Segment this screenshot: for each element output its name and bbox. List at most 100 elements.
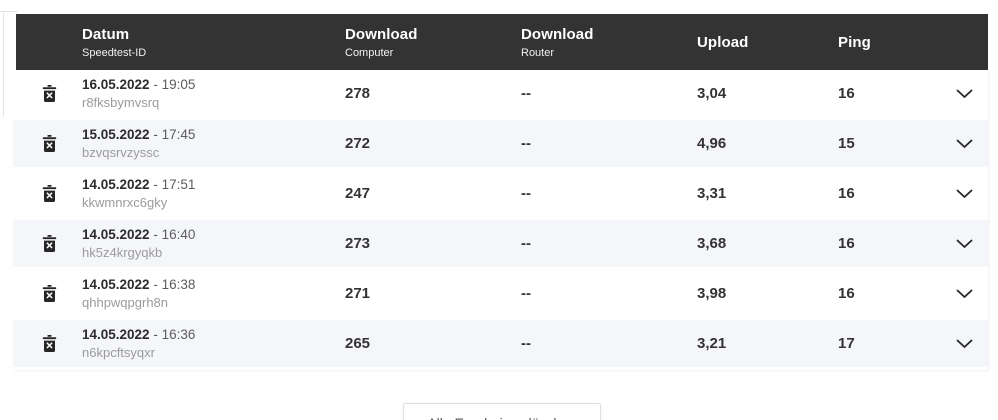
column-header-upload: Upload [697, 14, 838, 70]
expand-row-button[interactable] [956, 89, 973, 99]
cell-datum: 14.05.2022 - 17:51 kkwmnrxc6gky [82, 177, 345, 210]
cell-expand [943, 289, 988, 299]
column-label: Download [521, 25, 594, 43]
delete-all-results-button[interactable]: Alle Ergebnisse löschen [403, 403, 601, 420]
chevron-down-icon [956, 87, 973, 102]
delete-entry-button[interactable] [42, 134, 57, 153]
delete-entry-button[interactable] [42, 184, 57, 206]
cell-delete [13, 234, 82, 253]
table-row: 16.05.2022 - 19:05 r8fksbymvsrq 278 -- 3… [13, 70, 988, 120]
cell-ping: 16 [838, 285, 855, 302]
trash-x-icon [42, 284, 57, 306]
speedtest-id-text: qhhpwqpgrh8n [82, 295, 169, 310]
time-text: 17:45 [161, 127, 196, 142]
column-header-datum: Datum Speedtest-ID [82, 14, 345, 70]
expand-row-button[interactable] [956, 139, 973, 149]
cell-delete [13, 134, 82, 153]
chevron-down-icon [956, 287, 973, 302]
date-time-separator: - [149, 277, 162, 292]
cell-delete [13, 334, 82, 356]
cell-datum: 14.05.2022 - 16:40 hk5z4krgyqkb [82, 227, 345, 260]
page-edge-line-horizontal [0, 11, 18, 12]
cell-download-router: -- [521, 85, 531, 102]
delete-entry-button[interactable] [42, 284, 57, 306]
expand-row-button[interactable] [956, 189, 973, 199]
date-text: 15.05.2022 [82, 127, 150, 142]
cell-download-router: -- [521, 235, 531, 252]
column-header-ping: Ping [838, 14, 943, 70]
cell-download-router: -- [521, 185, 531, 202]
cell-datum: 15.05.2022 - 17:45 bzvqsrvzyssc [82, 127, 345, 160]
trash-x-icon [42, 184, 57, 206]
cell-expand [943, 239, 988, 249]
speedtest-id-text: kkwmnrxc6gky [82, 195, 168, 210]
column-sublabel: Computer [345, 46, 394, 59]
chevron-down-icon [956, 237, 973, 252]
delete-entry-button[interactable] [42, 334, 57, 356]
cell-upload: 4,96 [697, 135, 727, 152]
cell-download-computer: 271 [345, 285, 371, 302]
speedtest-id-text: hk5z4krgyqkb [82, 245, 163, 260]
date-text: 14.05.2022 [82, 327, 150, 342]
date-time-separator: - [149, 177, 162, 192]
expand-row-button[interactable] [956, 339, 973, 349]
cell-datum: 16.05.2022 - 19:05 r8fksbymvsrq [82, 77, 345, 110]
cell-upload: 3,31 [697, 185, 727, 202]
cell-download-router: -- [521, 135, 531, 152]
column-header-expand-spacer [943, 14, 988, 70]
date-text: 16.05.2022 [82, 77, 150, 92]
column-header-download-router: Download Router [521, 14, 697, 70]
cell-download-computer: 273 [345, 235, 371, 252]
cell-download-router: -- [521, 285, 531, 302]
table-row: 14.05.2022 - 16:38 qhhpwqpgrh8n 271 -- 3… [13, 270, 988, 320]
column-sublabel: Router [521, 46, 555, 59]
column-label: Ping [838, 33, 871, 51]
column-header-download-computer: Download Computer [345, 14, 521, 70]
delete-entry-button[interactable] [42, 84, 57, 106]
time-text: 16:36 [161, 327, 196, 342]
cell-expand [943, 189, 988, 199]
column-label: Upload [697, 33, 749, 51]
table-body: 16.05.2022 - 19:05 r8fksbymvsrq 278 -- 3… [13, 70, 988, 370]
column-label: Datum [82, 25, 130, 43]
speedtest-id-text: r8fksbymvsrq [82, 95, 160, 110]
cell-upload: 3,68 [697, 235, 727, 252]
cell-download-computer: 272 [345, 135, 371, 152]
expand-row-button[interactable] [956, 239, 973, 249]
cell-upload: 3,98 [697, 285, 727, 302]
date-text: 14.05.2022 [82, 177, 150, 192]
time-text: 16:38 [161, 277, 196, 292]
cell-upload: 3,21 [697, 335, 727, 352]
expand-row-button[interactable] [956, 289, 973, 299]
cell-download-router: -- [521, 335, 531, 352]
date-time-separator: - [149, 227, 162, 242]
cell-datum: 14.05.2022 - 16:38 qhhpwqpgrh8n [82, 277, 345, 310]
column-sublabel: Speedtest-ID [82, 46, 147, 59]
time-text: 16:40 [161, 227, 196, 242]
datetime-text: 14.05.2022 - 16:38 [82, 277, 345, 292]
cell-expand [943, 89, 988, 99]
cell-ping: 16 [838, 85, 855, 102]
chevron-down-icon [956, 337, 973, 352]
speedtest-id-text: bzvqsrvzyssc [82, 145, 160, 160]
cell-upload: 3,04 [697, 85, 727, 102]
datetime-text: 14.05.2022 - 16:36 [82, 327, 345, 342]
cell-datum: 14.05.2022 - 16:36 n6kpcftsyqxr [82, 327, 345, 360]
cell-ping: 15 [838, 135, 855, 152]
trash-x-icon [42, 84, 57, 106]
cell-ping: 16 [838, 185, 855, 202]
trash-x-icon [42, 334, 57, 356]
speedtest-id-text: n6kpcftsyqxr [82, 345, 155, 360]
time-text: 19:05 [161, 77, 196, 92]
date-time-separator: - [149, 127, 162, 142]
time-text: 17:51 [161, 177, 196, 192]
cell-expand [943, 339, 988, 349]
datetime-text: 14.05.2022 - 16:40 [82, 227, 345, 242]
table-row: 15.05.2022 - 17:45 bzvqsrvzyssc 272 -- 4… [13, 120, 988, 170]
date-time-separator: - [149, 77, 162, 92]
speedtest-history-table: Datum Speedtest-ID Download Computer Dow… [13, 14, 988, 370]
cell-ping: 16 [838, 235, 855, 252]
date-text: 14.05.2022 [82, 277, 150, 292]
delete-entry-button[interactable] [42, 234, 57, 253]
chevron-down-icon [956, 137, 973, 152]
